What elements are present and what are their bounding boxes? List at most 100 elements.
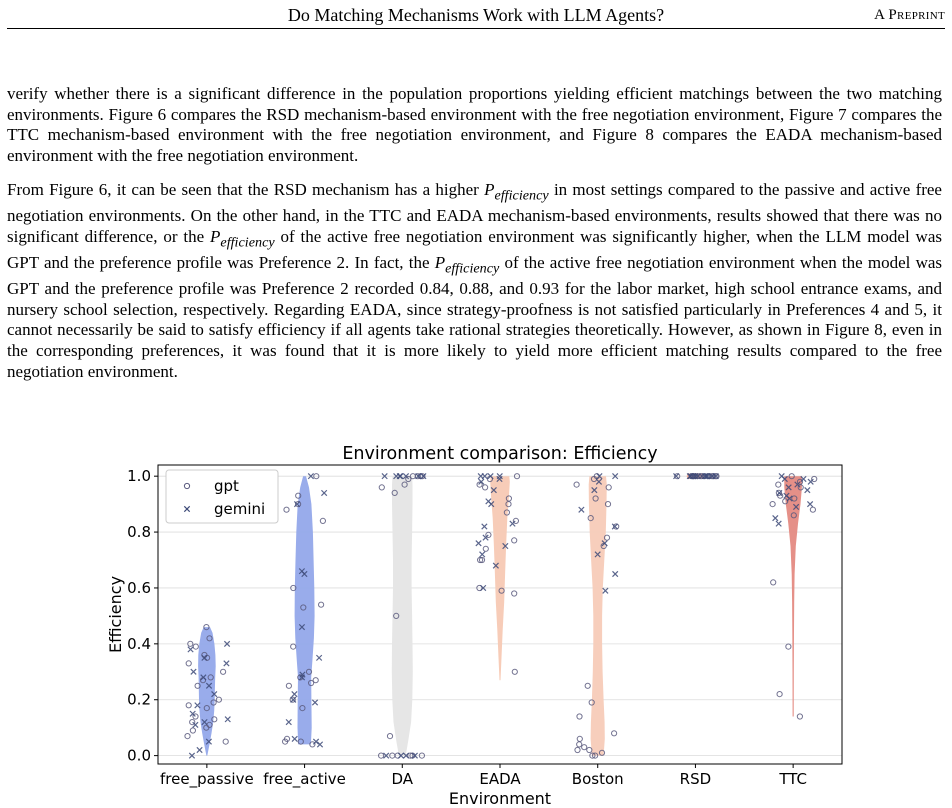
gemini-point xyxy=(190,668,197,675)
chart-title: Environment comparison: Efficiency xyxy=(342,444,657,464)
x-tick-label: DA xyxy=(392,770,414,788)
gemini-point xyxy=(781,475,788,483)
paragraph-1: verify whether there is a significant di… xyxy=(7,84,942,166)
gpt-point xyxy=(503,509,510,516)
legend-gpt-marker xyxy=(183,482,191,490)
legend-label-gpt: gpt xyxy=(214,477,239,495)
paragraph-2: From Figure 6, it can be seen that the R… xyxy=(7,180,942,383)
gpt-point xyxy=(318,601,325,608)
gpt-point xyxy=(393,612,400,619)
legend-gemini-marker xyxy=(183,505,191,513)
gemini-point xyxy=(482,534,489,541)
gemini-point xyxy=(804,487,811,494)
gpt-point xyxy=(592,495,599,502)
gemini-point xyxy=(578,506,585,513)
gemini-point xyxy=(786,495,793,502)
gemini-point xyxy=(480,584,487,592)
gemini-point xyxy=(293,500,301,508)
gpt-point xyxy=(299,705,306,712)
math-var: Pefficiency xyxy=(484,180,549,203)
gemini-point xyxy=(692,473,699,480)
gpt-point xyxy=(386,733,394,740)
gemini-point xyxy=(211,691,218,698)
gpt-point xyxy=(574,746,581,754)
gemini-point xyxy=(594,551,601,558)
x-tick-label: free_active xyxy=(263,770,346,789)
gemini-point xyxy=(381,473,388,480)
gpt-point xyxy=(378,484,385,491)
gemini-point xyxy=(291,691,298,698)
gpt-point xyxy=(573,481,580,488)
gpt-point xyxy=(476,584,483,592)
gpt-point xyxy=(391,489,398,497)
gpt-point xyxy=(389,752,396,759)
gemini-point xyxy=(807,478,814,485)
gpt-point xyxy=(203,624,210,631)
gpt-point xyxy=(185,660,192,667)
gpt-point xyxy=(785,643,792,650)
gpt-point xyxy=(407,752,414,759)
gemini-point xyxy=(311,699,319,706)
gpt-point xyxy=(283,506,290,513)
gpt-point xyxy=(185,702,192,709)
gpt-point xyxy=(797,484,804,491)
running-header: Do Matching Mechanisms Work with LLM Age… xyxy=(7,2,945,29)
gpt-point xyxy=(584,682,591,689)
gpt-point xyxy=(192,643,199,650)
gemini-point xyxy=(487,473,494,480)
gpt-point xyxy=(788,473,795,480)
gpt-point xyxy=(313,473,320,480)
gpt-point xyxy=(776,691,783,698)
gemini-point xyxy=(492,562,499,569)
y-tick-label: 0.4 xyxy=(127,635,151,653)
gemini-point xyxy=(223,660,230,667)
violin-DA xyxy=(391,476,413,756)
gpt-point xyxy=(285,682,292,689)
y-tick-label: 0.6 xyxy=(127,579,151,597)
gemini-point xyxy=(502,542,509,550)
gemini-point xyxy=(201,718,208,726)
math-symbol: P xyxy=(434,252,446,272)
gemini-point xyxy=(188,752,196,759)
gpt-point xyxy=(405,475,412,483)
gpt-point xyxy=(222,738,229,745)
gpt-point xyxy=(211,716,218,723)
gemini-point xyxy=(402,473,410,480)
x-tick-label: TTC xyxy=(778,770,807,788)
gemini-point xyxy=(205,682,213,689)
gemini-point xyxy=(687,473,694,480)
gpt-point xyxy=(203,724,210,731)
y-axis-label: Efficiency xyxy=(106,576,125,653)
gemini-point xyxy=(290,696,297,703)
gemini-point xyxy=(383,752,390,759)
gemini-point xyxy=(701,473,709,480)
gpt-point xyxy=(482,484,489,491)
gpt-point xyxy=(290,643,297,650)
gemini-point xyxy=(189,710,196,717)
gpt-point xyxy=(605,484,612,491)
gemini-point xyxy=(397,752,405,759)
math-subscript: efficiency xyxy=(494,187,549,204)
legend-box xyxy=(165,469,279,524)
gpt-point xyxy=(586,746,593,754)
gpt-point xyxy=(589,752,596,759)
gemini-point xyxy=(509,520,516,527)
gemini-point xyxy=(772,514,779,522)
gpt-point xyxy=(713,473,720,480)
violin-TTC xyxy=(784,476,802,717)
gemini-point xyxy=(794,481,801,488)
gpt-point xyxy=(206,635,213,642)
gpt-point xyxy=(769,501,776,508)
math-symbol: P xyxy=(210,226,221,246)
paragraph-2-text: in most settings compared to the passive… xyxy=(7,180,942,246)
gpt-point xyxy=(576,741,583,748)
gpt-point xyxy=(282,738,289,745)
gemini-point xyxy=(477,473,484,480)
gemini-point xyxy=(224,716,231,723)
gpt-point xyxy=(419,473,426,480)
gpt-point xyxy=(290,584,297,592)
gemini-point xyxy=(611,523,618,530)
gpt-point xyxy=(312,677,319,684)
gpt-point xyxy=(289,696,296,703)
gpt-point xyxy=(308,679,315,687)
